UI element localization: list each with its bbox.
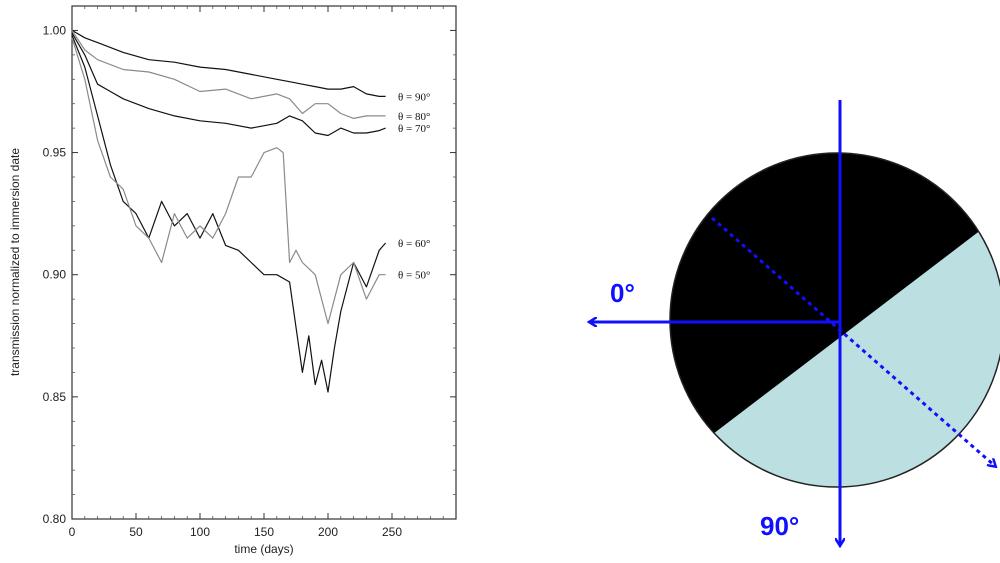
x-tick-label: 0 xyxy=(69,525,76,539)
plot-frame xyxy=(71,5,457,520)
y-tick-label: 0.85 xyxy=(43,390,67,404)
series-line xyxy=(71,32,386,137)
series-label: θ = 90° xyxy=(398,91,430,103)
series-label: θ = 60° xyxy=(398,238,430,250)
line-chart: 0 50 100 150 200 250 0.80 0.85 0.90 0.95 1.00 θ =… xyxy=(8,5,457,556)
y-tick-label: 0.95 xyxy=(43,146,67,160)
orientation-diagram: 0° 90° xyxy=(590,100,1000,545)
y-axis-title: transmission normalized to immersion dat… xyxy=(8,148,22,376)
inline-legend: θ = 90° θ = 80°θ = 70° θ = 60° θ = 50° xyxy=(398,91,430,281)
x-axis-title: time (days) xyxy=(234,542,293,556)
x-tick-label: 50 xyxy=(129,525,143,539)
x-tick-label: 200 xyxy=(318,525,338,539)
x-tick-label: 250 xyxy=(382,525,402,539)
series-label: θ = 80° xyxy=(398,111,430,123)
y-tick-label: 1.00 xyxy=(43,23,67,37)
x-tick-label: 150 xyxy=(254,525,274,539)
series-label: θ = 70° xyxy=(398,123,430,135)
y-tick-label: 0.90 xyxy=(43,268,67,282)
series-line xyxy=(71,37,386,325)
y-tick-label: 0.80 xyxy=(43,512,67,526)
label-90-degrees: 90° xyxy=(760,511,799,541)
series-line xyxy=(71,35,387,393)
label-0-degrees: 0° xyxy=(610,278,635,308)
series-line xyxy=(71,30,386,120)
diagonal-dotted-arrow xyxy=(711,216,995,466)
series-line xyxy=(71,29,386,98)
x-tick-label: 100 xyxy=(190,525,210,539)
series-label: θ = 50° xyxy=(398,270,430,282)
series-layer xyxy=(71,29,387,393)
x-axis-ticks: 0 50 100 150 200 250 xyxy=(69,6,444,539)
disk-outline xyxy=(669,152,1000,488)
